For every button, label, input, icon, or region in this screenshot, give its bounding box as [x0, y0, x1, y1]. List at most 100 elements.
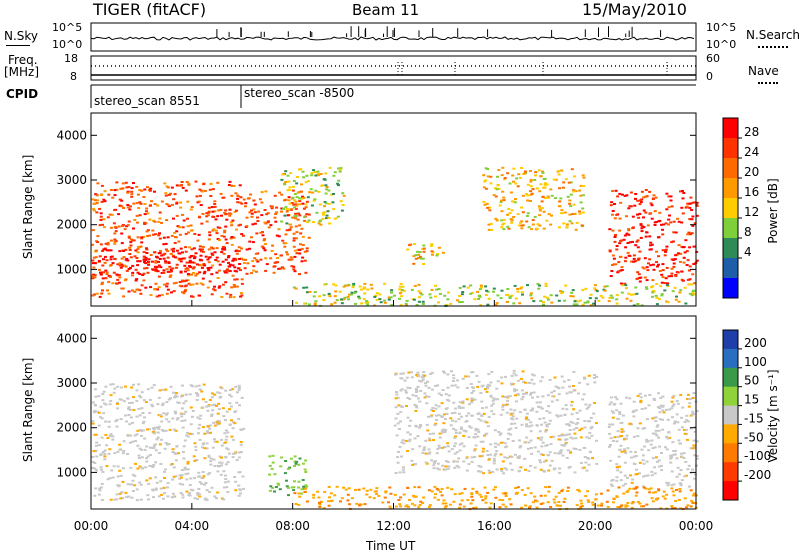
data-cell [153, 251, 156, 254]
data-cell [261, 234, 265, 237]
data-cell [661, 249, 665, 252]
data-cell [617, 465, 621, 468]
data-cell [399, 372, 403, 375]
data-cell [203, 270, 207, 273]
data-cell [440, 494, 444, 497]
data-cell [643, 276, 647, 279]
data-cell [150, 403, 154, 406]
data-cell [306, 180, 310, 183]
data-cell [428, 451, 432, 454]
data-cell [106, 478, 110, 481]
data-cell [574, 228, 578, 231]
data-cell [175, 395, 179, 398]
data-cell [538, 459, 542, 462]
data-cell [666, 282, 670, 285]
data-cell [346, 295, 350, 298]
data-cell [477, 470, 481, 473]
data-cell [107, 193, 111, 196]
data-cell [130, 386, 134, 389]
data-cell [95, 469, 99, 472]
data-cell [623, 194, 627, 197]
data-cell [500, 226, 504, 229]
data-cell [335, 485, 339, 488]
data-cell [179, 247, 183, 250]
data-cell [594, 493, 598, 496]
data-cell [587, 463, 591, 466]
data-cell [280, 210, 283, 213]
data-cell [557, 226, 561, 229]
data-cell [320, 184, 324, 187]
data-cell [145, 248, 149, 251]
data-cell [549, 294, 553, 297]
data-cell [430, 371, 434, 374]
data-cell [506, 437, 510, 440]
data-cell [165, 203, 169, 206]
colorbar-swatch [723, 258, 738, 279]
data-cell [124, 265, 128, 268]
data-cell [553, 376, 557, 379]
data-cell [567, 181, 571, 184]
data-cell [263, 209, 267, 211]
data-cell [426, 429, 430, 432]
freq-trace [91, 62, 696, 76]
data-cell [605, 500, 609, 503]
data-cell [155, 438, 159, 441]
data-cell [690, 294, 694, 297]
data-cell [109, 433, 113, 436]
data-cell [316, 170, 320, 173]
data-cell [144, 256, 148, 259]
data-cell [630, 293, 633, 296]
data-cell [126, 397, 130, 400]
data-cell [624, 246, 628, 249]
data-cell [129, 205, 132, 208]
data-cell [298, 190, 302, 193]
data-cell [198, 495, 202, 498]
data-cell [218, 239, 221, 242]
data-cell [287, 199, 291, 202]
data-cell [582, 446, 586, 449]
data-cell [142, 235, 146, 238]
data-cell [304, 203, 308, 206]
data-cell [218, 285, 222, 288]
data-cell [396, 456, 399, 459]
data-cell [189, 283, 193, 286]
data-cell [458, 506, 462, 509]
data-cell [145, 267, 149, 270]
data-cell [210, 414, 213, 417]
data-cell [269, 257, 273, 260]
data-cell [642, 485, 645, 488]
data-cell [695, 410, 699, 413]
data-cell [667, 206, 671, 209]
data-cell [306, 196, 310, 199]
data-cell [303, 302, 307, 305]
data-cell [141, 422, 145, 425]
data-cell [650, 474, 654, 477]
data-cell [557, 452, 561, 455]
data-cell [319, 173, 323, 175]
data-cell [434, 407, 438, 410]
data-cell [224, 213, 228, 215]
data-cell [623, 282, 627, 285]
data-cell [152, 432, 156, 435]
data-cell [200, 222, 204, 225]
data-cell [271, 461, 275, 464]
data-cell [111, 282, 115, 285]
data-cell [484, 406, 488, 409]
data-cell [432, 410, 435, 412]
data-cell [674, 254, 678, 257]
data-cell [128, 208, 132, 211]
data-cell [531, 219, 535, 221]
data-cell [549, 223, 553, 226]
data-cell [140, 429, 143, 432]
data-cell [421, 257, 425, 260]
data-cell [640, 505, 643, 508]
data-cell [121, 225, 124, 227]
data-cell [237, 250, 241, 253]
data-cell [226, 268, 230, 271]
data-cell [612, 263, 616, 266]
data-cell [655, 250, 659, 253]
data-cell [250, 209, 253, 212]
data-cell [462, 460, 466, 463]
data-cell [157, 425, 161, 428]
data-cell [539, 299, 543, 302]
